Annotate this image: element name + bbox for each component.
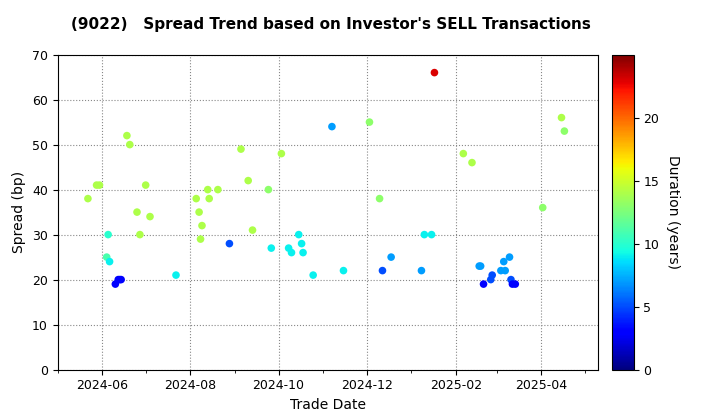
Point — [507, 281, 518, 287]
Point — [500, 267, 511, 274]
Point — [505, 276, 517, 283]
Point — [510, 281, 521, 287]
Point — [326, 123, 338, 130]
Point — [114, 276, 125, 283]
Point — [102, 231, 114, 238]
Point — [140, 182, 151, 189]
Point — [418, 231, 430, 238]
Point — [109, 281, 121, 287]
Point — [266, 245, 277, 252]
Point — [194, 209, 205, 215]
Point — [243, 177, 254, 184]
Point — [385, 254, 397, 260]
Point — [296, 240, 307, 247]
Point — [467, 159, 478, 166]
Point — [204, 195, 215, 202]
Point — [94, 182, 105, 189]
Point — [374, 195, 385, 202]
Point — [101, 254, 112, 260]
Point — [556, 114, 567, 121]
Point — [426, 231, 437, 238]
Point — [498, 258, 510, 265]
Point — [559, 128, 570, 134]
Point — [134, 231, 145, 238]
Point — [276, 150, 287, 157]
Point — [377, 267, 388, 274]
Point — [283, 245, 294, 252]
Text: (9022)   Spread Trend based on Investor's SELL Transactions: (9022) Spread Trend based on Investor's … — [71, 17, 591, 32]
Point — [307, 272, 319, 278]
Point — [124, 141, 135, 148]
Point — [82, 195, 94, 202]
Point — [364, 119, 375, 126]
Point — [297, 249, 309, 256]
Point — [293, 231, 305, 238]
Point — [170, 272, 181, 278]
Point — [487, 272, 498, 278]
Point — [504, 254, 516, 260]
Point — [91, 182, 102, 189]
Point — [202, 186, 214, 193]
Point — [474, 263, 485, 270]
Point — [195, 236, 207, 242]
Point — [475, 263, 487, 270]
Point — [104, 258, 115, 265]
Point — [197, 222, 208, 229]
Point — [131, 209, 143, 215]
Point — [212, 186, 224, 193]
Point — [428, 69, 440, 76]
Point — [478, 281, 490, 287]
Point — [115, 276, 127, 283]
Point — [121, 132, 132, 139]
Point — [495, 267, 507, 274]
Point — [224, 240, 235, 247]
Point — [144, 213, 156, 220]
Point — [537, 204, 549, 211]
Y-axis label: Spread (bp): Spread (bp) — [12, 171, 27, 253]
Point — [112, 276, 124, 283]
Point — [338, 267, 349, 274]
Point — [286, 249, 297, 256]
Point — [263, 186, 274, 193]
Point — [458, 150, 469, 157]
Y-axis label: Duration (years): Duration (years) — [666, 155, 680, 269]
Point — [485, 276, 497, 283]
Point — [191, 195, 202, 202]
Point — [415, 267, 427, 274]
Point — [247, 227, 258, 234]
Point — [235, 146, 247, 152]
X-axis label: Trade Date: Trade Date — [289, 398, 366, 412]
